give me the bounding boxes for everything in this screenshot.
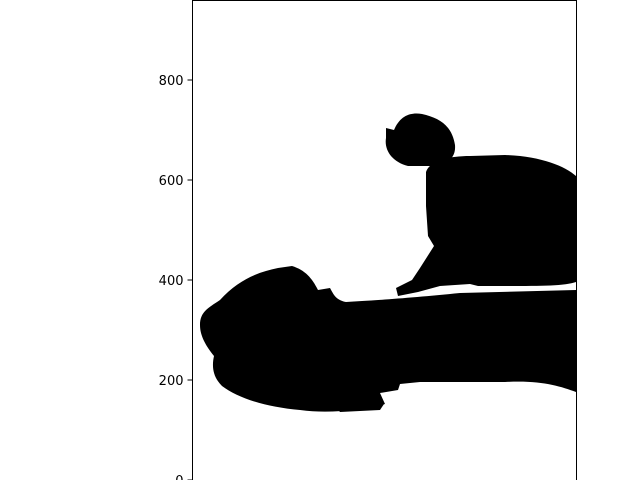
kneeling-figure-head — [385, 113, 456, 166]
y-tick-label: 0 — [175, 474, 183, 480]
scatter-shape — [200, 113, 576, 412]
y-tick-label: 200 — [159, 374, 184, 389]
y-axis-ticks: 800 600 400 200 0 — [159, 74, 193, 480]
lying-figure-body — [200, 266, 576, 412]
y-tick-label: 600 — [159, 174, 184, 189]
kneeling-figure-torso — [396, 155, 576, 296]
y-tick-label: 800 — [159, 74, 184, 89]
lying-figure-hands — [330, 396, 384, 412]
y-tick-label: 400 — [159, 274, 184, 289]
